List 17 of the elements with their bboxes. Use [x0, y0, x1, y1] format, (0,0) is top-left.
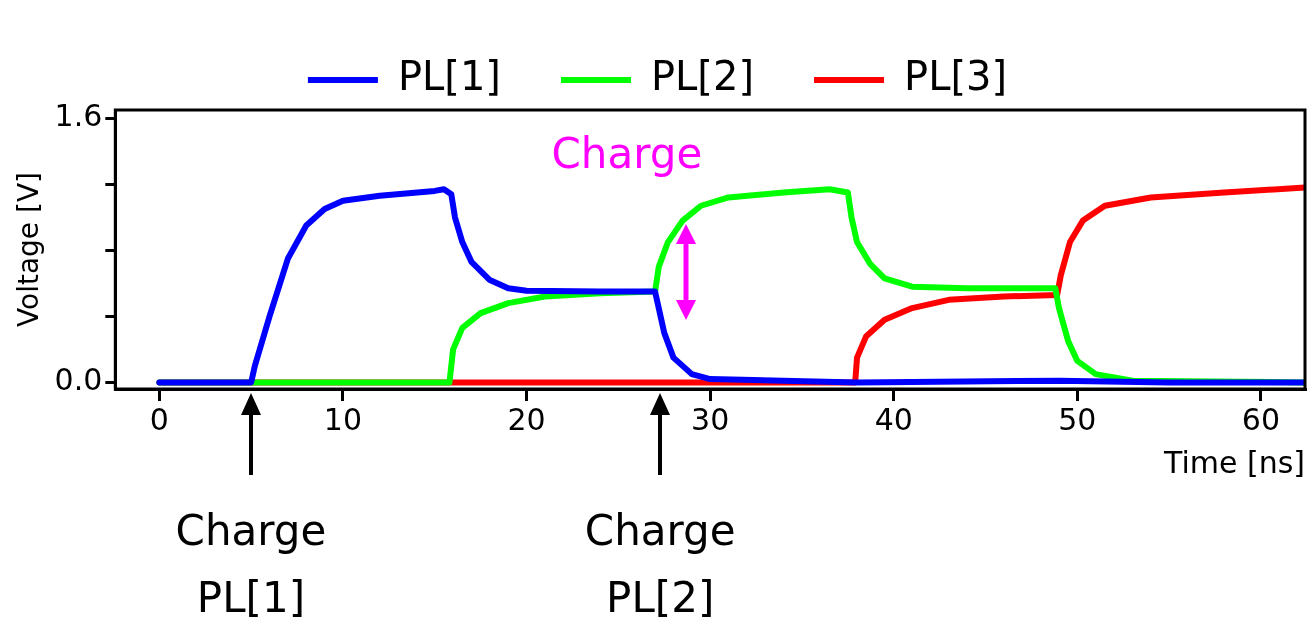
- y-tick-label: 0.0: [54, 362, 103, 398]
- text: Charge PL[2]: [584, 506, 736, 622]
- y-axis-title: Voltage [V]: [12, 172, 46, 327]
- x-tick-label: 20: [507, 401, 546, 437]
- annotation: Charge: [551, 129, 703, 178]
- x-tick-label: 60: [1241, 401, 1281, 437]
- x-tick-label: 30: [691, 401, 730, 437]
- x-tick-label: 40: [874, 401, 913, 437]
- x-axis-title: Time [ns]: [1162, 444, 1305, 480]
- legend-label: PL[1]: [397, 53, 501, 100]
- legend-label: PL[2]: [650, 53, 755, 100]
- x-tick-label: 50: [1058, 401, 1097, 437]
- x-tick-label: 10: [323, 401, 363, 437]
- x-tick-label: 0: [149, 401, 169, 437]
- y-tick-label: 1.6: [54, 98, 103, 134]
- legend-label: PL[3]: [904, 53, 1008, 100]
- text: Charge PL[1]: [175, 506, 327, 622]
